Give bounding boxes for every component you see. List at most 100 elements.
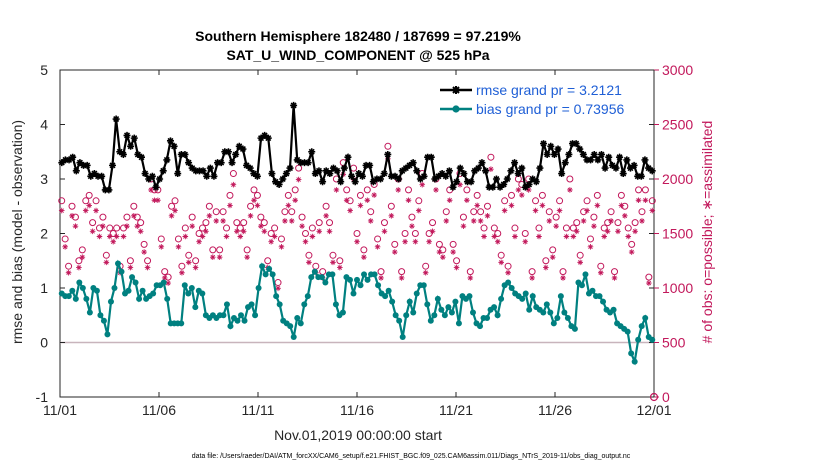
bias-point: [164, 295, 171, 302]
bias-point: [403, 312, 410, 319]
obs-assimilated-marker: [234, 228, 240, 235]
rmse-point: [565, 150, 573, 158]
rmse-point: [250, 170, 258, 178]
rmse-point: [192, 167, 200, 175]
rmse-point: [569, 140, 577, 148]
obs-possible-marker: [398, 268, 406, 276]
bias-point: [448, 309, 455, 316]
obs-assimilated-marker: [96, 233, 103, 240]
rmse-point: [442, 172, 450, 180]
obs-possible-marker: [449, 240, 457, 248]
bias-point: [554, 314, 561, 321]
bias-point: [276, 301, 283, 308]
bias-point: [259, 263, 266, 270]
obs-assimilated-marker: [364, 197, 371, 204]
bias-point: [364, 276, 371, 283]
rmse-point: [471, 167, 479, 175]
obs-assimilated-marker: [457, 181, 463, 188]
obs-assimilated-marker: [618, 202, 625, 209]
rmse-point: [554, 145, 562, 153]
obs-assimilated-marker: [316, 228, 323, 235]
obs-assimilated-marker: [89, 228, 96, 235]
obs-assimilated-marker: [155, 197, 161, 204]
obs-possible-marker: [511, 224, 519, 232]
obs-possible-marker: [583, 197, 591, 205]
obs-possible-marker: [212, 208, 220, 216]
rmse-point: [597, 150, 605, 158]
obs-possible-marker: [628, 240, 636, 248]
bias-point: [396, 317, 403, 324]
obs-possible-marker: [487, 153, 495, 161]
obs-possible-marker: [552, 213, 560, 221]
obs-assimilated-marker: [529, 275, 535, 281]
obs-possible-marker: [336, 257, 344, 265]
obs-assimilated-marker: [628, 249, 635, 255]
rmse-point: [619, 170, 627, 178]
rmse-point: [416, 175, 424, 183]
obs-assimilated-marker: [161, 275, 168, 281]
bias-point: [104, 331, 111, 338]
rmse-point: [561, 159, 569, 167]
rmse-point: [170, 142, 178, 150]
rmse-point: [384, 150, 392, 158]
obs-possible-marker: [264, 257, 272, 265]
rmse-point: [648, 167, 656, 175]
obs-assimilated-marker: [470, 218, 477, 224]
bias-point: [132, 279, 139, 286]
rmse-point: [148, 172, 156, 180]
obs-possible-marker: [219, 208, 227, 216]
obs-assimilated-marker: [646, 280, 652, 286]
obs-end-marker: [649, 392, 659, 402]
obs-assimilated-marker: [124, 223, 130, 229]
obs-possible-marker: [168, 202, 176, 210]
bias-point: [129, 274, 136, 281]
bias-point: [220, 312, 227, 319]
rmse-point: [587, 156, 595, 164]
rmse-point: [326, 170, 334, 178]
rmse-point: [329, 164, 337, 172]
rmse-point: [579, 150, 587, 158]
obs-assimilated-marker: [587, 244, 594, 250]
obs-possible-marker: [497, 251, 505, 259]
obs-possible-marker: [429, 219, 437, 227]
rmse-point: [438, 170, 446, 178]
obs-possible-marker: [346, 197, 354, 205]
obs-assimilated-marker: [141, 249, 147, 255]
obs-possible-marker: [470, 208, 478, 216]
obs-assimilated-marker: [206, 212, 213, 219]
rmse-point: [616, 153, 624, 161]
bias-point: [638, 323, 645, 330]
rmse-point: [431, 175, 439, 183]
rmse-point: [119, 150, 127, 158]
obs-possible-marker: [250, 186, 258, 194]
obs-assimilated-marker: [306, 259, 312, 266]
obs-possible-marker: [377, 268, 385, 276]
obs-possible-marker: [559, 268, 567, 276]
obs-assimilated-marker: [76, 264, 82, 271]
obs-assimilated-marker: [422, 269, 429, 276]
obs-possible-marker: [205, 202, 213, 210]
bias-point: [100, 317, 107, 324]
obs-possible-marker: [566, 175, 574, 183]
bias-point: [136, 295, 143, 302]
rmse-point: [478, 159, 486, 167]
obs-possible-marker: [528, 268, 536, 276]
bias-point: [389, 298, 396, 305]
obs-possible-marker: [277, 235, 285, 243]
rmse-point: [608, 161, 616, 169]
bias-point: [519, 295, 526, 302]
rmse-point: [503, 175, 511, 183]
rmse-point: [261, 131, 269, 139]
rmse-point: [275, 180, 283, 188]
rmse-point: [308, 148, 316, 156]
obs-possible-marker: [288, 208, 296, 216]
rmse-point: [406, 161, 414, 169]
obs-possible-marker: [480, 224, 488, 232]
obs-possible-marker: [442, 208, 450, 216]
rmse-point: [279, 175, 287, 183]
obs-assimilated-marker: [337, 264, 343, 271]
rmse-point: [467, 178, 475, 186]
obs-possible-marker: [463, 186, 471, 194]
obs-possible-marker: [607, 208, 615, 216]
bias-point: [589, 287, 596, 294]
